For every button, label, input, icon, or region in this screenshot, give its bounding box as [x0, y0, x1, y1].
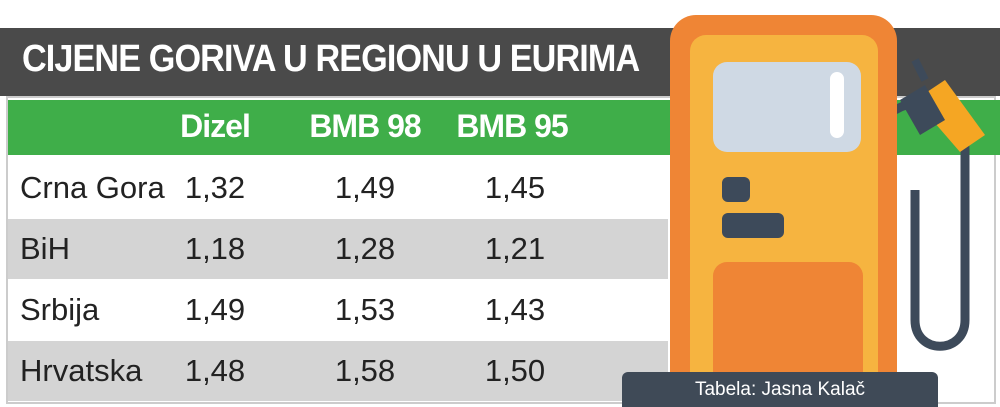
table-frame	[6, 96, 996, 404]
row-label: Crna Gora	[20, 170, 165, 205]
price-cell: 1,53	[334, 292, 396, 327]
price-cell: 1,50	[484, 353, 546, 388]
row-label: BiH	[20, 231, 70, 266]
table-row	[8, 158, 668, 218]
title: CIJENE GORIVA U REGIONU U EURIMA	[22, 38, 640, 80]
row-label: Srbija	[20, 292, 100, 327]
price-cell: 1,43	[484, 292, 546, 327]
table-row	[8, 219, 668, 279]
row-label: Hrvatska	[20, 353, 143, 388]
header-cell: BMB 98	[309, 108, 421, 144]
price-cell: 1,45	[484, 170, 546, 205]
price-cell: 1,21	[484, 231, 546, 266]
price-cell: 1,32	[184, 170, 246, 205]
price-cell: 1,18	[184, 231, 246, 266]
price-cell: 1,58	[334, 353, 396, 388]
price-cell: 1,28	[334, 231, 396, 266]
price-cell: 1,49	[334, 170, 396, 205]
header-cell: Dizel	[180, 108, 251, 144]
credit: Tabela: Jasna Kalač	[622, 372, 938, 407]
price-cell: 1,49	[184, 292, 246, 327]
table-row	[8, 280, 668, 340]
table-row	[8, 341, 668, 401]
price-cell: 1,48	[184, 353, 246, 388]
header-cell: BMB 95	[456, 108, 568, 144]
